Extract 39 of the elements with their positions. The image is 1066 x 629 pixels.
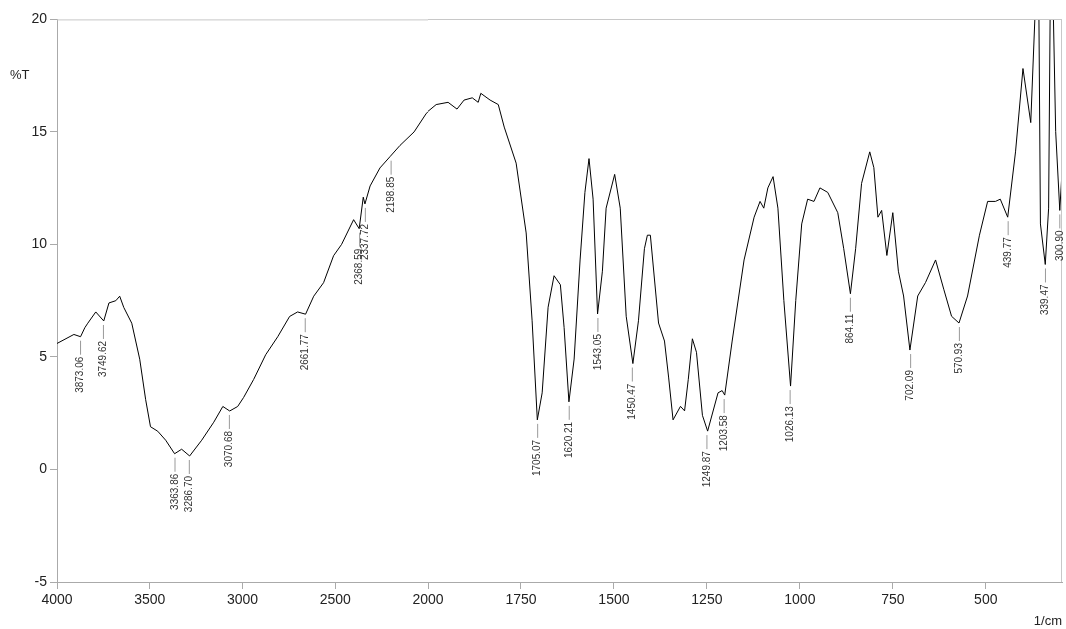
annotation: 702.09 xyxy=(904,369,916,401)
y-tick-label: 20 xyxy=(31,10,48,27)
annotation: 1450.47 xyxy=(626,383,638,420)
x-tick-label: 1500 xyxy=(598,591,630,608)
y-tick-label: 15 xyxy=(31,122,48,139)
y-tick-label: 5 xyxy=(39,347,48,364)
x-tick-label: 2500 xyxy=(319,591,352,608)
annotation: 3070.68 xyxy=(223,430,235,468)
annotation: 1620.21 xyxy=(562,421,574,458)
x-tick-label: 3000 xyxy=(226,591,259,608)
x-tick-label: 1000 xyxy=(784,591,816,608)
annotation: 3749.62 xyxy=(97,340,109,378)
annotation: 864.11 xyxy=(844,313,856,344)
x-tick-label: 3500 xyxy=(134,591,166,608)
annotation: 1543.05 xyxy=(591,333,603,371)
annotation: 1203.58 xyxy=(717,414,729,452)
annotation: 2198.85 xyxy=(384,176,396,213)
annotation: 1705.07 xyxy=(531,439,543,477)
x-tick-label: 1250 xyxy=(691,591,723,608)
annotation: 300.90 xyxy=(1053,229,1065,262)
y-tick-label: 0 xyxy=(39,460,48,477)
x-tick-label: 2000 xyxy=(412,591,444,608)
annotation: 3286.70 xyxy=(183,475,195,513)
annotation: 3363.86 xyxy=(168,473,180,510)
annotation: 339.47 xyxy=(1039,284,1051,316)
x-tick-label: 750 xyxy=(881,591,905,608)
annotation: 439.77 xyxy=(1001,236,1013,268)
y-axis-title: %T xyxy=(10,66,30,82)
y-tick-label: 10 xyxy=(31,235,48,252)
y-tick-label: -5 xyxy=(34,572,48,589)
annotation: 1026.13 xyxy=(783,405,795,443)
annotation: 2661.77 xyxy=(298,333,310,371)
x-axis-title: 1/cm xyxy=(1033,613,1062,629)
annotation: 570.93 xyxy=(953,342,965,374)
x-tick-label: 500 xyxy=(974,591,998,608)
annotation: 1249.87 xyxy=(700,450,712,488)
x-tick-label: 4000 xyxy=(41,591,73,608)
annotation: 3873.06 xyxy=(74,356,86,393)
x-tick-label: 1750 xyxy=(505,591,537,608)
